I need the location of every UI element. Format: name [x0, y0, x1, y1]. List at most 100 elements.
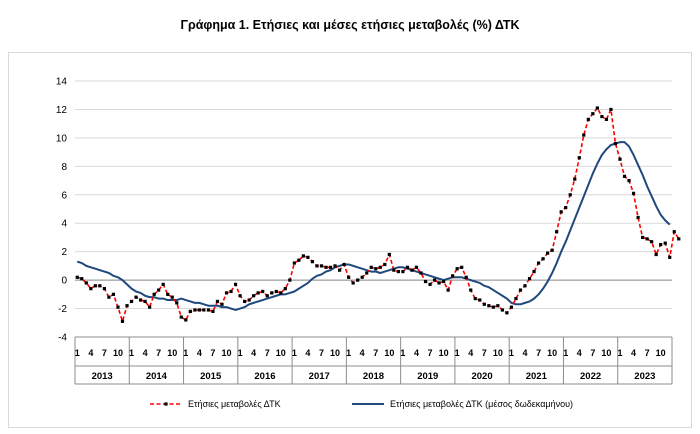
month-tick-label: 4	[143, 348, 148, 358]
chart-title: Γράφημα 1. Ετήσιες και μέσες ετήσιες μετ…	[180, 18, 520, 32]
data-point	[202, 308, 206, 312]
data-point	[342, 262, 346, 267]
data-point	[645, 237, 649, 241]
data-point	[252, 294, 256, 298]
data-point	[374, 267, 378, 271]
data-point	[627, 178, 631, 183]
data-point	[337, 268, 342, 272]
data-point	[256, 291, 260, 295]
data-point	[473, 297, 477, 301]
month-tick-label: 1	[400, 348, 405, 358]
year-label: 2017	[309, 371, 330, 382]
data-point	[306, 255, 310, 259]
month-tick-label: 7	[590, 348, 595, 358]
month-tick-label: 1	[75, 348, 80, 358]
data-point	[546, 251, 550, 255]
data-point	[157, 288, 161, 292]
data-point	[396, 269, 400, 274]
data-point	[75, 275, 79, 279]
data-point	[582, 133, 586, 137]
data-point	[523, 284, 527, 288]
data-point	[301, 254, 305, 258]
y-tick-label: 10	[56, 133, 68, 144]
month-tick-label: 10	[493, 348, 503, 358]
y-tick-label: 12	[56, 105, 68, 116]
data-point	[618, 157, 622, 161]
data-point	[188, 309, 192, 313]
month-tick-label: 7	[265, 348, 270, 358]
month-tick-label: 4	[631, 348, 636, 358]
data-point	[663, 241, 667, 245]
month-tick-label: 7	[373, 348, 378, 358]
data-point	[423, 279, 428, 284]
legend-label-annual: Ετήσιες μεταβολές ΔΤΚ	[188, 399, 281, 409]
data-point	[568, 193, 572, 197]
month-tick-label: 4	[414, 348, 419, 358]
data-point	[672, 230, 676, 234]
data-point	[138, 298, 143, 302]
month-tick-label: 7	[645, 348, 650, 358]
data-point	[455, 267, 459, 271]
data-point	[432, 278, 437, 282]
chart-frame	[8, 52, 692, 428]
data-point	[243, 299, 247, 304]
data-point	[356, 278, 360, 282]
data-point	[387, 252, 391, 257]
month-tick-label: 1	[129, 348, 134, 358]
data-point	[532, 269, 536, 274]
year-label: 2013	[92, 371, 113, 382]
data-point	[93, 284, 97, 288]
data-point	[238, 294, 242, 298]
data-point	[347, 275, 351, 279]
month-tick-label: 1	[455, 348, 460, 358]
data-point	[215, 299, 220, 304]
y-tick-label: 8	[61, 162, 67, 173]
month-tick-label: 10	[601, 348, 611, 358]
data-point	[500, 308, 504, 312]
month-tick-label: 7	[156, 348, 161, 358]
y-tick-label: -2	[58, 304, 67, 315]
month-tick-label: 10	[330, 348, 340, 358]
month-tick-label: 1	[509, 348, 514, 358]
data-point	[518, 288, 523, 292]
year-label: 2014	[146, 371, 168, 382]
month-tick-label: 1	[238, 348, 243, 358]
data-point	[84, 281, 88, 285]
month-tick-label: 4	[197, 348, 202, 358]
year-label: 2023	[634, 371, 655, 382]
data-point	[211, 309, 215, 313]
data-point	[600, 114, 604, 119]
data-point	[392, 268, 396, 272]
month-tick-label: 10	[167, 348, 177, 358]
month-tick-label: 1	[183, 348, 188, 358]
month-tick-label: 4	[305, 348, 310, 358]
data-point	[319, 264, 324, 268]
data-point	[509, 305, 514, 309]
data-point	[414, 265, 419, 269]
legend-label-average: Ετήσιες μεταβολές ΔΤΚ (μέσος δωδεκαμήνου…	[390, 399, 573, 409]
data-point	[419, 271, 423, 275]
data-point	[613, 141, 618, 146]
month-tick-label: 7	[482, 348, 487, 358]
month-tick-label: 10	[384, 348, 394, 358]
data-point	[668, 255, 672, 259]
data-point	[469, 288, 473, 292]
data-point	[292, 261, 296, 265]
data-point	[496, 304, 500, 308]
month-tick-label: 7	[319, 348, 324, 358]
month-tick-label: 4	[468, 348, 473, 358]
data-point	[360, 275, 364, 279]
month-tick-label: 7	[102, 348, 107, 358]
y-tick-label: 14	[56, 77, 68, 88]
data-point	[351, 281, 355, 285]
data-point	[166, 292, 170, 296]
data-point	[315, 264, 319, 268]
data-point	[428, 282, 432, 286]
month-tick-label: 10	[276, 348, 286, 358]
data-point	[514, 297, 518, 301]
year-label: 2019	[417, 371, 438, 382]
data-point	[333, 264, 337, 268]
month-tick-label: 10	[222, 348, 232, 358]
data-point	[641, 235, 645, 240]
